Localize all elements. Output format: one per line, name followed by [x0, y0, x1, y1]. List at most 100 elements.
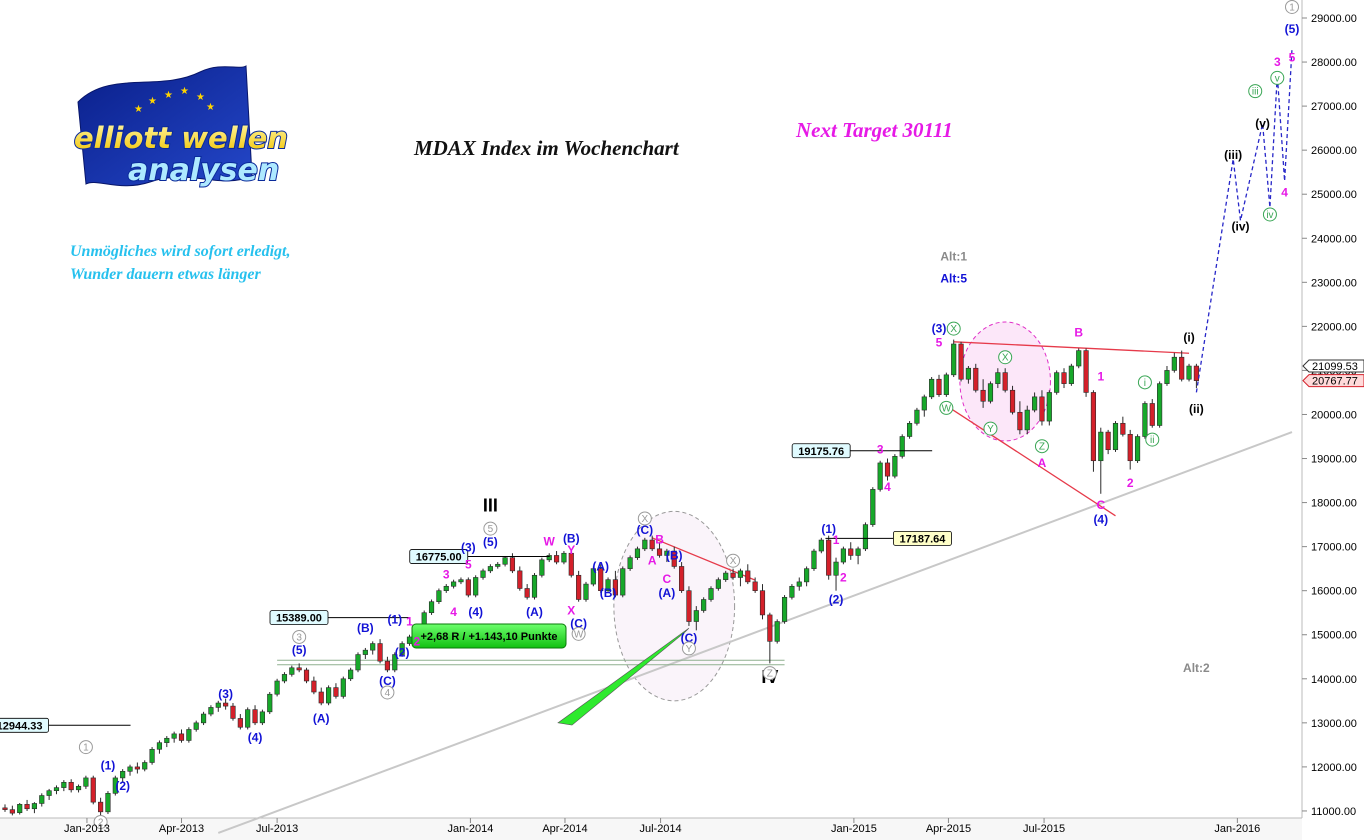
candle: [53, 785, 60, 795]
candle-body: [752, 581, 758, 591]
candle: [840, 546, 846, 565]
candle: [1120, 416, 1126, 437]
candle-body: [1179, 356, 1185, 380]
candle: [921, 394, 927, 417]
wave-label: (A): [313, 711, 330, 725]
circled-wave-label: 4: [385, 688, 391, 699]
candle: [377, 639, 383, 664]
candle: [1164, 366, 1170, 386]
candle: [531, 573, 538, 600]
candle: [612, 570, 618, 598]
candle: [142, 760, 148, 772]
candle-body: [303, 669, 310, 682]
candle-body: [781, 596, 788, 622]
wave-label: (v): [1255, 116, 1270, 130]
candle-body: [53, 787, 60, 791]
candle-body: [524, 588, 530, 598]
circled-wave-marker: [483, 521, 498, 536]
candle-body: [230, 705, 236, 719]
candle: [1149, 399, 1155, 428]
candle: [392, 652, 398, 673]
long-term-trendline: [217, 431, 1293, 834]
candle-body: [61, 782, 67, 788]
candle: [804, 566, 810, 587]
candle: [17, 803, 23, 815]
candle-body: [936, 378, 942, 395]
candle-body: [921, 396, 927, 411]
candle-body: [2, 807, 8, 810]
candle-body: [561, 552, 567, 563]
circled-wave-marker: [983, 421, 998, 436]
date-tick-label: Jan-2016: [1214, 823, 1260, 835]
candle-body: [774, 621, 780, 642]
price-level-box: [269, 610, 329, 626]
candle: [399, 641, 405, 657]
chart-title: MDAX Index im Wochenchart: [413, 136, 680, 160]
candle-body: [671, 550, 677, 567]
candle: [546, 553, 552, 563]
price-tick-label: 15000.00: [1311, 630, 1357, 642]
circled-wave-label: Z: [1039, 442, 1045, 453]
candle: [1127, 429, 1133, 470]
candle-body: [348, 669, 354, 680]
candle-body: [598, 568, 604, 591]
candle-body: [531, 574, 538, 598]
candle: [39, 793, 45, 807]
candle-body: [112, 777, 118, 794]
motto-line2: Wunder dauern etwas länger: [70, 266, 261, 283]
candle-body: [634, 548, 641, 558]
circled-wave-marker: [1262, 207, 1277, 222]
candle-body: [833, 561, 839, 576]
wave-label: 2: [1127, 476, 1134, 490]
alt-count-label: Alt:1: [940, 249, 967, 263]
candle: [326, 685, 332, 706]
candle: [1061, 368, 1067, 389]
candle-body: [1054, 372, 1060, 393]
price-tick-label: 20000.00: [1311, 409, 1357, 421]
candle: [303, 667, 310, 684]
candle-body: [90, 777, 96, 803]
candle-body: [392, 654, 398, 671]
candle: [1046, 390, 1052, 426]
candle-body: [965, 367, 971, 380]
candle: [708, 586, 714, 602]
circled-wave-label: 5: [488, 524, 494, 535]
candle-body: [480, 570, 486, 578]
wave-label: C: [663, 572, 672, 586]
candle-body: [642, 539, 648, 550]
candle: [759, 584, 766, 620]
candle-body: [495, 563, 501, 567]
candle-body: [1164, 370, 1170, 384]
candle: [502, 556, 508, 567]
candle: [965, 366, 971, 384]
candle: [495, 562, 501, 569]
price-tick-label: 23000.00: [1311, 277, 1357, 289]
circled-wave-label: 3: [296, 632, 302, 643]
candle: [193, 720, 199, 732]
date-tick-label: Apr-2014: [542, 823, 587, 835]
wave-label: (2): [829, 592, 844, 606]
candle-body: [612, 579, 618, 596]
candle: [767, 612, 773, 664]
wave-label: (2): [395, 645, 410, 659]
price-level-box: [791, 443, 851, 459]
candle: [884, 458, 891, 481]
candle: [487, 564, 493, 574]
circled-wave-label: X: [641, 514, 648, 525]
candle: [1134, 434, 1141, 463]
logo: ★ ★ ★ ★ ★ ★ elliott wellen analysen: [73, 65, 289, 189]
candle-body: [1068, 365, 1074, 384]
wave-label: B: [1074, 326, 1083, 340]
candle: [701, 597, 707, 613]
candle-body: [237, 718, 243, 728]
circled-wave-label: 1: [83, 743, 89, 754]
candle-body: [281, 674, 288, 682]
price-tick-label: 27000.00: [1311, 101, 1357, 113]
candle-body: [193, 722, 199, 730]
candle-body: [333, 687, 339, 697]
price-tick-label: 11000.00: [1311, 806, 1356, 818]
candle-body: [693, 610, 699, 622]
candle: [627, 555, 633, 571]
price-tick-label: 28000.00: [1311, 57, 1357, 69]
candle: [451, 579, 457, 589]
